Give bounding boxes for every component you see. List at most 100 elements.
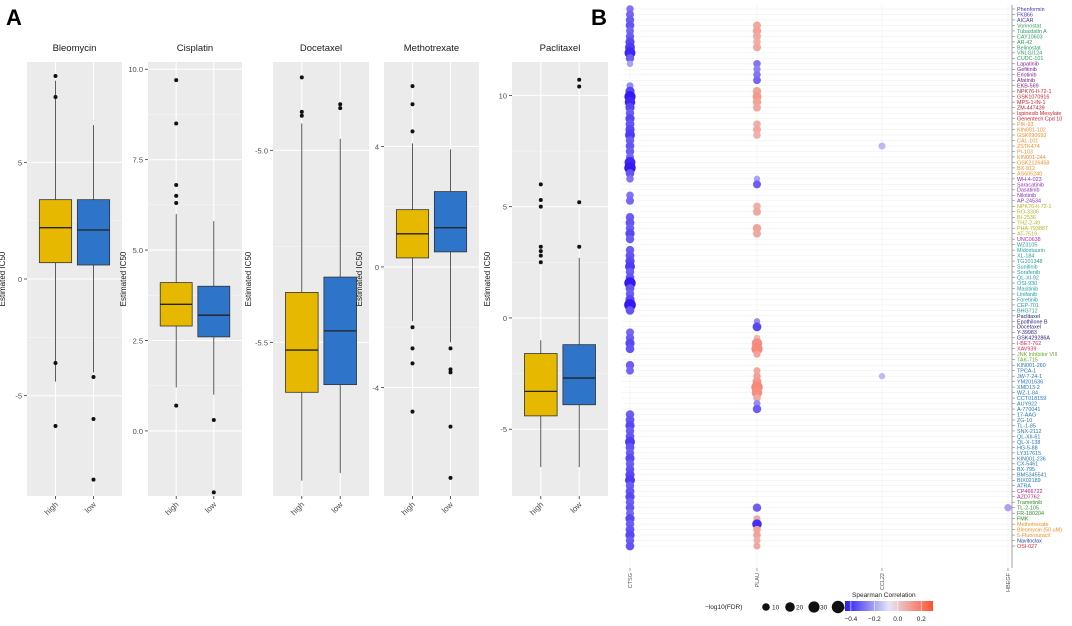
outlier-point [410,409,415,414]
drug-label: PI-103 [1017,149,1033,155]
drug-label: BHG712 [1017,308,1038,314]
outlier-point [91,417,96,421]
drug-label: PHA-793887 [1017,226,1048,232]
drug-label: Foretinib [1017,297,1038,303]
outlier-point [338,102,343,107]
y-tick-label: -5.5 [255,338,268,347]
outlier-point [174,121,179,126]
outlier-point [448,367,453,372]
y-axis-label: Estimated IC50 [355,251,364,306]
size-legend-title: −log10(FDR) [705,604,742,611]
y-tick-label: 7.5 [133,156,143,165]
outlier-point [577,244,582,249]
correlation-point [753,175,761,183]
drug-label: Sorafenib [1017,270,1040,276]
drug-label: BX-795 [1017,467,1035,473]
correlation-point [625,169,635,178]
y-tick-label: 4 [375,142,379,151]
drug-label: Vorinostat [1017,23,1041,29]
x-tick-label: low [203,500,218,515]
drug-label: AS605240 [1017,171,1042,177]
drug-label: BX-912 [1017,166,1035,172]
correlation-point [625,234,635,244]
outlier-point [410,361,415,366]
correlation-point [753,542,761,550]
drug-label: Afatinib [1017,78,1035,84]
size-legend-label: 30 [820,605,828,612]
drug-label: Dasatinib [1017,188,1039,194]
x-tick-label: high [43,500,60,517]
x-tick-label: low [83,500,98,515]
dot-matrix-legends: −log10(FDR) 10203040 Spearman Correlatio… [705,592,933,623]
outlier-point [53,361,58,365]
correlation-point [752,519,762,529]
outlier-point [577,84,582,89]
outlier-point [91,375,96,379]
drug-label: Docetaxel [1017,325,1041,331]
correlation-point [752,503,762,512]
size-legend-label: 10 [772,605,780,612]
drug-label: Nilotinib [1017,193,1036,199]
drug-label: PIK-93 [1017,122,1033,128]
gene-label: HBEGF [1006,572,1012,592]
drug-label: TL-2-105 [1017,506,1039,512]
drug-label: Epothilone B [1017,319,1048,325]
correlation-point [752,207,762,216]
size-legend-items: 10203040 [762,600,852,614]
drug-label: FMK [1017,517,1029,523]
drug-label: Masitinib [1017,286,1038,292]
correlation-point [1004,504,1012,512]
drug-label: JW-7-24-1 [1017,374,1042,380]
drug-label: KIN001-236 [1017,456,1046,462]
correlation-point [753,394,761,402]
outlier-point [410,102,415,107]
correlation-point [625,306,635,315]
correlation-point [752,103,762,112]
gene-label: CTSG [628,573,634,588]
correlation-point [626,191,634,200]
box-low [562,344,596,406]
drug-label: XL-184 [1017,254,1034,260]
y-tick-label: 10.0 [128,65,143,74]
correlation-point [753,531,761,539]
outlier-point [448,475,453,480]
drug-label: FR-180204 [1017,511,1044,517]
drug-label: CX-5461 [1017,462,1038,468]
outlier-point [410,346,415,351]
drug-label: 5-Fluorouracil [1017,533,1050,539]
outlier-point [538,249,543,254]
size-legend-dot [762,603,770,611]
outlier-point [538,260,543,265]
outlier-point [299,109,304,114]
size-legend-label: 20 [796,605,804,612]
panel-a-label: A [6,5,22,30]
correlation-point [753,131,761,139]
drug-label: Bleomycin (50 uM) [1017,528,1062,534]
drug-label: Erlotinib [1017,73,1036,79]
drug-label: CUDC-101 [1017,56,1043,62]
drug-label: XAV939 [1017,347,1036,353]
panel-a-boxplots: -5 0 5 high low Bleomycin Estimated IC50 0.0 2.5… [0,43,608,517]
y-tick-label: 5 [503,203,507,212]
outlier-point [299,113,304,118]
correlation-point [753,525,761,534]
outlier-point [577,200,582,205]
y-tick-label: -5 [500,425,507,434]
drug-label: I-BET-762 [1017,341,1041,347]
drug-label: TG101348 [1017,259,1042,265]
drug-label: TAK-715 [1017,358,1038,364]
outlier-point [174,78,179,83]
correlation-point [753,76,761,85]
drug-label: ZG-10 [1017,418,1032,424]
drug-label: GSK429286A [1017,336,1050,342]
correlation-point [753,70,761,79]
correlation-point [625,54,635,63]
drug-label: EKB-569 [1017,84,1039,90]
drug-label: CP466722 [1017,489,1042,495]
drug-label: CCT018159 [1017,396,1046,402]
correlation-point [626,175,634,183]
box-low [76,199,111,266]
drug-label: UNC0638 [1017,237,1041,243]
dot-matrix-x-axis: CTSG PLAU CCL22 HBEGF [628,568,1012,592]
y-tick-label: 5 [18,158,22,167]
